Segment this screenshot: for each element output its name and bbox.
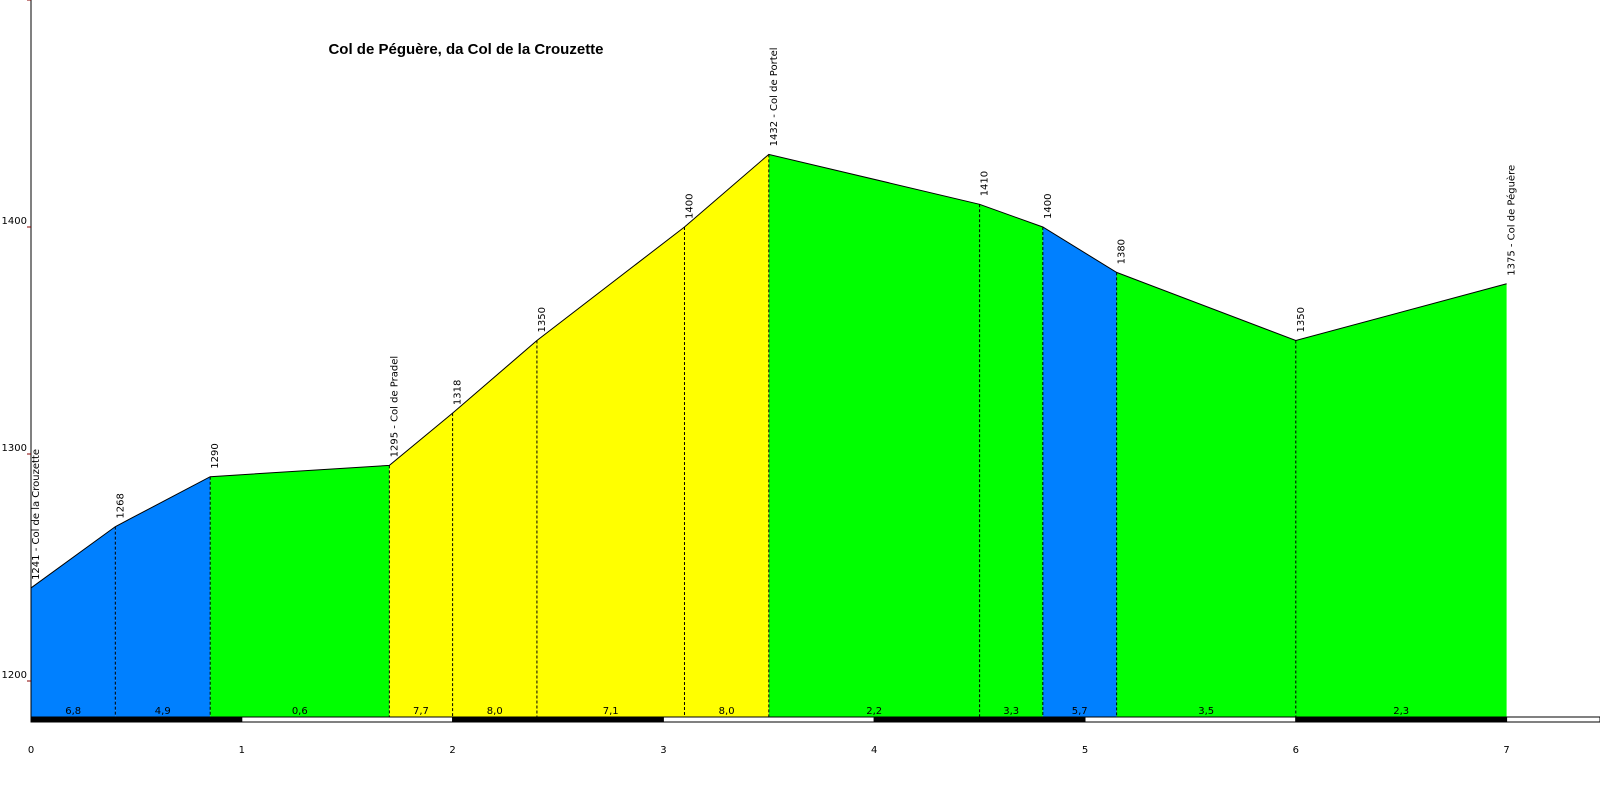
- x-axis-km-band: [452, 716, 664, 723]
- point-label: 1410: [980, 171, 991, 196]
- x-axis: 0 1 2 3 4 5 6 7: [28, 716, 1600, 756]
- gradient-label: 6,8: [65, 706, 81, 717]
- x-tick-label: 3: [660, 745, 666, 756]
- x-axis-km-band: [30, 716, 243, 723]
- gradient-label: 3,3: [1003, 706, 1019, 717]
- segment-area: [536, 227, 685, 717]
- segment-area: [389, 413, 453, 717]
- gradient-label: 7,7: [413, 706, 429, 717]
- segment-area: [1116, 272, 1296, 717]
- gradient-label: 3,5: [1198, 706, 1214, 717]
- point-label: 1318: [453, 380, 464, 405]
- x-axis-km-band: [662, 716, 875, 723]
- segment-area: [115, 476, 211, 717]
- x-axis-km-band: [873, 716, 1086, 723]
- gradient-label: 2,2: [866, 706, 882, 717]
- gradient-label: 5,7: [1072, 706, 1088, 717]
- profile-segments: [31, 154, 1507, 718]
- profile-line: [30, 153, 1507, 589]
- point-labels: 1241 - Col de la Crouzette 1268 1290 1295 -…: [31, 47, 1518, 579]
- y-tick-label: 1300: [2, 443, 27, 454]
- y-tick-label: 1400: [2, 216, 27, 227]
- point-label: 1375 - Col de Péguère: [1506, 165, 1518, 276]
- segment-area: [1295, 283, 1507, 717]
- segment-area: [768, 154, 980, 718]
- x-tick-label: 5: [1082, 745, 1088, 756]
- x-axis-km-band: [241, 716, 454, 723]
- y-tick-label: 1200: [2, 670, 27, 681]
- segment-area: [31, 526, 116, 717]
- point-label: 1268: [115, 493, 126, 518]
- segment-area: [684, 154, 769, 718]
- gradient-label: 8,0: [719, 706, 735, 717]
- segment-area: [210, 465, 390, 717]
- segment-area: [1042, 227, 1117, 717]
- y-axis: 1200130014001500: [2, 0, 32, 718]
- gradient-label: 0,6: [292, 706, 308, 717]
- x-tick-label: 6: [1293, 745, 1299, 756]
- point-label: 1350: [1296, 307, 1307, 332]
- point-label: 1380: [1117, 239, 1128, 264]
- gradient-labels: 6,8 4,9 0,6 7,7 8,0 7,1 8,0 2,2 3,3 5,7 3,5 2,3: [65, 706, 1409, 717]
- gradient-label: 8,0: [487, 706, 503, 717]
- x-tick-label: 7: [1503, 745, 1509, 756]
- x-tick-label: 1: [239, 745, 245, 756]
- chart-title: Col de Péguère, da Col de la Crouzette: [328, 41, 603, 58]
- point-label: 1350: [537, 307, 548, 332]
- segment-dividers: [114, 154, 1297, 717]
- point-label: 1432 - Col de Portel: [769, 47, 780, 146]
- x-axis-km-band: [1084, 716, 1297, 723]
- x-tick-label: 2: [449, 745, 455, 756]
- point-label: 1400: [684, 194, 695, 219]
- x-axis-km-band: [1506, 716, 1600, 723]
- profile-outline: [30, 153, 1507, 589]
- point-label: 1400: [1043, 194, 1054, 219]
- point-label: 1295 - Col de Pradel: [389, 356, 400, 458]
- x-tick-label: 4: [871, 745, 877, 756]
- gradient-label: 7,1: [603, 706, 619, 717]
- x-tick-label: 0: [28, 745, 34, 756]
- gradient-label: 2,3: [1393, 706, 1409, 717]
- segment-area: [452, 340, 537, 717]
- point-label: 1241 - Col de la Crouzette: [31, 449, 42, 580]
- point-label: 1290: [210, 443, 221, 468]
- segment-area: [979, 204, 1043, 718]
- gradient-label: 4,9: [155, 706, 171, 717]
- x-axis-km-band: [1295, 716, 1508, 723]
